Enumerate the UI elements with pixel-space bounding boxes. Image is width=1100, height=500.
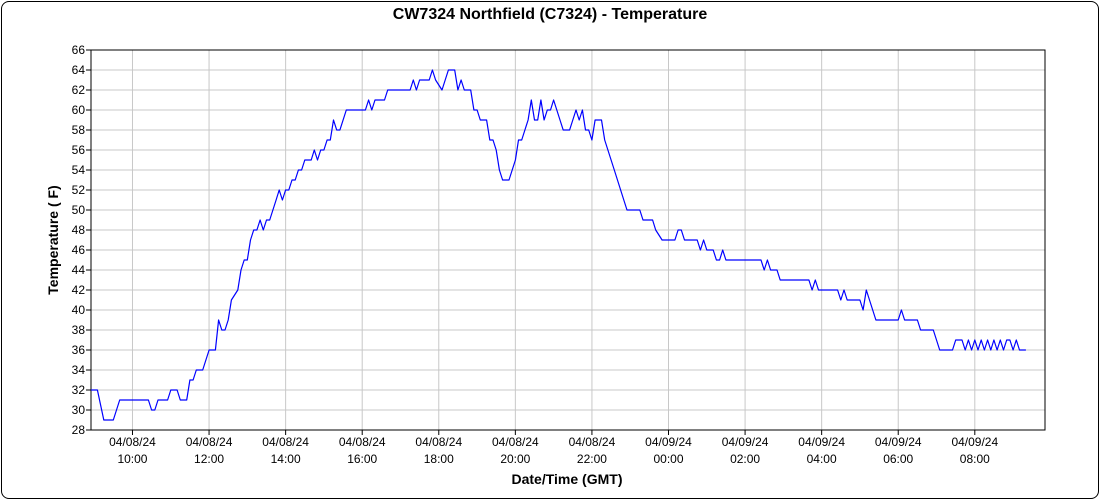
y-tick-label: 28: [72, 423, 86, 437]
y-axis-label: Temperature ( F): [45, 185, 61, 294]
y-tick-label: 56: [72, 143, 86, 157]
x-tick-date-label: 04/08/24: [109, 435, 156, 449]
chart-title: CW7324 Northfield (C7324) - Temperature: [393, 6, 708, 23]
y-tick-label: 60: [72, 103, 86, 117]
plot-area: [90, 49, 1046, 431]
y-tick-label: 34: [72, 363, 86, 377]
x-tick-date-label: 04/09/24: [722, 435, 769, 449]
y-tick-label: 62: [72, 83, 86, 97]
x-tick-time-label: 08:00: [960, 452, 990, 466]
y-tick-label: 58: [72, 123, 86, 137]
y-tick-label: 66: [72, 43, 86, 57]
y-tick-label: 42: [72, 283, 86, 297]
y-tick-label: 50: [72, 203, 86, 217]
y-tick-label: 54: [72, 163, 86, 177]
x-tick-time-label: 14:00: [271, 452, 301, 466]
y-tick-label: 64: [72, 63, 86, 77]
x-axis-label: Date/Time (GMT): [512, 471, 623, 487]
x-tick-time-label: 22:00: [577, 452, 607, 466]
y-tick-label: 36: [72, 343, 86, 357]
series-line: [91, 69, 1026, 421]
grid: [91, 49, 1045, 431]
y-tick-label: 46: [72, 243, 86, 257]
x-tick-time-label: 06:00: [883, 452, 913, 466]
y-tick-label: 48: [72, 223, 86, 237]
x-tick-date-label: 04/09/24: [875, 435, 922, 449]
x-tick-date-label: 04/08/24: [569, 435, 616, 449]
x-tick-time-label: 16:00: [347, 452, 377, 466]
x-tick-date-label: 04/09/24: [645, 435, 692, 449]
x-tick-time-label: 02:00: [730, 452, 760, 466]
x-tick-time-label: 10:00: [117, 452, 147, 466]
x-tick-time-label: 20:00: [500, 452, 530, 466]
x-axis-ticks: 04/08/24 10:00 04/08/24 12:00 04/08/24 14:00 0…: [109, 430, 998, 466]
x-tick-date-label: 04/08/24: [415, 435, 462, 449]
y-tick-label: 30: [72, 403, 86, 417]
x-tick-date-label: 04/08/24: [186, 435, 233, 449]
y-tick-label: 40: [72, 303, 86, 317]
x-tick-date-label: 04/09/24: [798, 435, 845, 449]
y-axis-ticks: 28 30 32 34 36 38 40 42 44 46 48 50 52 54 56 58 60 62 64 66: [72, 43, 91, 437]
y-tick-label: 44: [72, 263, 86, 277]
x-tick-time-label: 04:00: [807, 452, 837, 466]
x-tick-date-label: 04/09/24: [951, 435, 998, 449]
x-tick-date-label: 04/08/24: [492, 435, 539, 449]
x-tick-time-label: 12:00: [194, 452, 224, 466]
y-tick-label: 52: [72, 183, 86, 197]
y-tick-label: 32: [72, 383, 86, 397]
x-tick-time-label: 00:00: [653, 452, 683, 466]
x-tick-date-label: 04/08/24: [262, 435, 309, 449]
x-tick-time-label: 18:00: [424, 452, 454, 466]
y-tick-label: 38: [72, 323, 86, 337]
x-tick-date-label: 04/08/24: [339, 435, 386, 449]
